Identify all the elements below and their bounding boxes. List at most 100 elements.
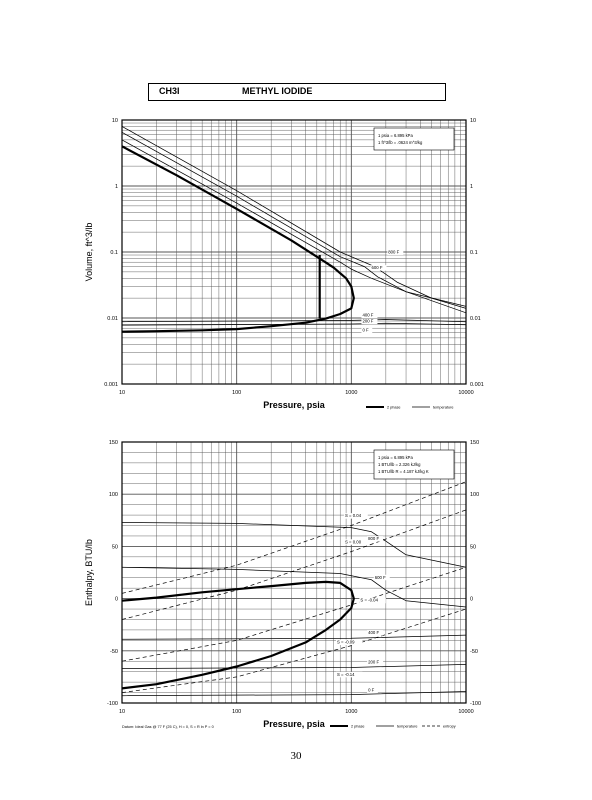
plot-frame [121, 441, 467, 704]
curve-annotation: 400 F [362, 313, 373, 318]
annotation-bg [361, 327, 373, 334]
curve-annotation: 800 F [388, 249, 399, 254]
y-tick-label-right: 150 [470, 440, 479, 446]
temperature-line [121, 566, 467, 608]
curve-annotation: S = -0.14 [337, 672, 355, 677]
y-tick-label: -100 [107, 701, 118, 707]
curve-annotation: S = 0.04 [345, 513, 362, 518]
datum-footnote: Datum: Ideal Gas @ 77 F (25 C), H = 0, S… [122, 725, 214, 729]
temperature-line [121, 319, 467, 323]
chart-header-box: CH3I METHYL IODIDE [148, 83, 446, 101]
entropy-line [121, 509, 467, 620]
annotation-bg [343, 539, 368, 545]
legend-label: entropy [443, 725, 456, 729]
legend: 2 phase temperature entropy [330, 725, 456, 729]
temperature-line [121, 522, 467, 568]
y-tick-label-right: 0.1 [470, 250, 478, 256]
annotation-bg [336, 671, 363, 678]
x-tick-label: 1000 [345, 390, 357, 396]
annotation-bg [367, 687, 378, 694]
annotation-bg [367, 536, 384, 542]
y-tick-label: 10 [112, 118, 118, 124]
legend-label: 2 phase [351, 725, 365, 729]
annotation-bg [367, 630, 384, 636]
annotation-bg [367, 659, 384, 665]
x-tick-label: 10000 [458, 390, 473, 396]
y-tick-label-right: 10 [470, 118, 476, 124]
legend: 2 phase temperature [366, 406, 453, 410]
temperature-line [121, 139, 467, 307]
y-tick-label: 150 [109, 440, 118, 446]
y-axis-title: Volume, ft^3/lb [84, 223, 94, 282]
plot-frame [121, 119, 467, 385]
units-note-line: 1 BTU/lb = 2.326 kJ/kg [378, 462, 421, 467]
annotation-bg [359, 597, 386, 604]
gridlines [121, 120, 466, 385]
series-group [121, 126, 467, 333]
legend-label: temperature [433, 406, 453, 410]
two-phase-curve [121, 145, 355, 333]
units-note-line: 1 ft^3/lb = .0624 m^3/kg [378, 140, 423, 145]
annotation-bg [387, 249, 404, 255]
x-tick-label: 10 [119, 390, 125, 396]
annotation-bg [373, 574, 390, 581]
x-tick-label: 10000 [458, 709, 473, 715]
curve-annotation: S = -0.09 [337, 639, 355, 644]
annotation-bg [361, 312, 378, 319]
y-tick-label: 0.1 [110, 250, 118, 256]
curve-annotation: 200 F [368, 659, 379, 664]
chart-2: S = 0.04 S = 0.00 800 F 600 F S = -0.04 400 F… [84, 440, 481, 729]
compound-name: METHYL IODIDE [242, 86, 313, 96]
y-tick-label: 1 [115, 184, 118, 190]
y-axis-title: Enthalpy, BTU/lb [84, 539, 94, 606]
curve-annotation: S = 0.00 [345, 539, 362, 544]
curve-annotation: 600 F [372, 265, 383, 270]
y-tick-label-right: -100 [470, 701, 481, 707]
y-tick-label-right: 50 [470, 544, 476, 550]
entropy-line [121, 608, 467, 693]
y-tick-label: 0 [115, 597, 118, 603]
curve-annotation: 400 F [368, 630, 379, 635]
page-number: 30 [290, 750, 302, 762]
x-axis-title: Pressure, psia [263, 719, 326, 729]
legend-label: 2 phase [387, 406, 401, 410]
units-note-box [373, 127, 455, 151]
curve-annotation: 200 F [362, 319, 373, 324]
y-tick-label-right: -50 [470, 649, 478, 655]
y-tick-label: 0.001 [104, 382, 118, 388]
y-tick-label: -50 [110, 649, 118, 655]
x-axis-title: Pressure, psia [263, 400, 326, 410]
x-tick-label: 100 [232, 390, 241, 396]
curve-annotation: 0 F [362, 328, 369, 333]
y-tick-label-right: 0 [470, 597, 473, 603]
temperature-line [121, 131, 467, 314]
y-tick-label-right: 0.01 [470, 316, 481, 322]
entropy-line [121, 566, 467, 662]
x-tick-label: 100 [232, 709, 241, 715]
curve-annotation: 600 F [375, 575, 386, 580]
two-phase-curve [121, 580, 355, 690]
annotation-bg [343, 513, 368, 519]
annotation-bg [336, 639, 363, 645]
y-tick-label-right: 100 [470, 492, 479, 498]
legend-label: temperature [397, 725, 417, 729]
x-tick-label: 1000 [345, 709, 357, 715]
temperature-line [121, 126, 467, 309]
units-note-box [373, 449, 455, 480]
temperature-line [121, 664, 467, 669]
x-tick-label: 10 [119, 709, 125, 715]
curve-annotation: 0 F [368, 688, 375, 693]
gridlines [121, 441, 466, 704]
annotation-bg [370, 265, 387, 271]
temperature-line [121, 691, 467, 697]
units-note-line: 1 psia = 6.895 kPa [378, 455, 413, 460]
units-note-line: 1 BTU/lb R = 4.187 kJ/kg K [378, 469, 429, 474]
entropy-line [121, 481, 467, 594]
curve-annotation: 800 F [368, 536, 379, 541]
temperature-line [121, 634, 467, 640]
curve-annotation: S = -0.04 [360, 598, 378, 603]
units-note-line: 1 psia = 6.895 kPa [378, 133, 413, 138]
y-tick-label-right: 0.001 [470, 382, 484, 388]
